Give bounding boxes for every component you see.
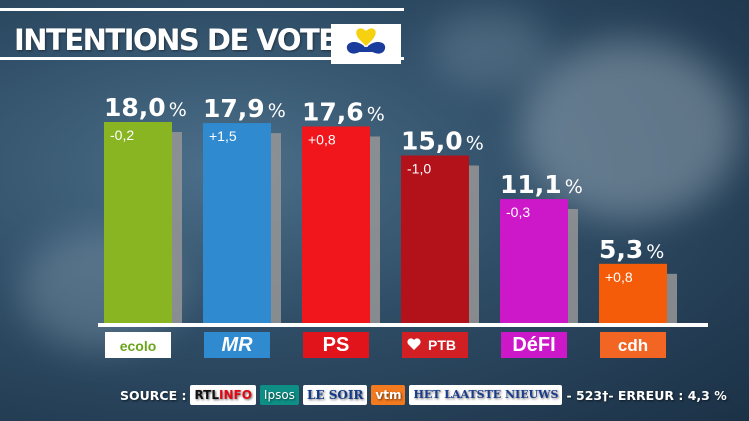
ecolo-logo: ecolo xyxy=(120,338,157,354)
heart-icon xyxy=(407,338,421,350)
value-number: 18,0 xyxy=(104,93,166,122)
source-label: SOURCE : xyxy=(120,387,187,403)
source-line: SOURCE : RTLINFO Ipsos LE SOIR vtm HET L… xyxy=(120,383,727,407)
change-label: +1,5 xyxy=(209,128,237,144)
value-unit: % xyxy=(367,103,385,125)
chart-title: INTENTIONS DE VOTE xyxy=(14,23,338,57)
change-label: -0,2 xyxy=(110,127,134,143)
defi-logo: DéFI xyxy=(512,334,555,356)
mr-logo-box xyxy=(204,332,270,358)
vtm-logo: vtm xyxy=(371,385,406,405)
value-label: 11,1% xyxy=(500,170,583,199)
rtl-info-text: INFO xyxy=(219,388,252,402)
value-number: 11,1 xyxy=(500,170,562,199)
bar-défi xyxy=(500,199,568,323)
le-soir-logo: LE SOIR xyxy=(302,385,368,405)
het-laatste-nieuws-logo: HET LAATSTE NIEUWS xyxy=(409,385,563,405)
sample-and-error: - 523†- ERREUR : 4,3 % xyxy=(566,387,727,403)
bar-ptb xyxy=(401,155,469,323)
ptb-logo: PTB xyxy=(428,337,456,353)
bar-ecolo xyxy=(104,122,172,323)
background-blob xyxy=(520,40,740,220)
title-bar: INTENTIONS DE VOTE xyxy=(0,8,404,64)
rtl-text: RTL xyxy=(194,388,220,402)
x-axis-line xyxy=(98,323,708,327)
ps-logo: PS xyxy=(323,334,350,356)
value-label: 18,0% xyxy=(104,93,187,122)
bar-mr xyxy=(203,123,271,323)
rtl-info-logo: RTLINFO xyxy=(190,385,256,405)
value-number: 17,9 xyxy=(203,94,265,123)
bar-cdh xyxy=(599,263,667,323)
defi-logo-box xyxy=(501,332,567,358)
change-label: -0,3 xyxy=(506,204,530,220)
value-unit: % xyxy=(646,241,664,263)
cdh-logo: cdh xyxy=(618,336,648,355)
value-number: 5,3 xyxy=(599,235,643,264)
value-number: 15,0 xyxy=(401,127,463,156)
value-unit: % xyxy=(169,99,187,121)
cdh-logo-box xyxy=(600,332,666,358)
brussels-iris-flag-icon xyxy=(331,24,401,64)
bar-ps xyxy=(302,126,370,323)
ipsos-logo: Ipsos xyxy=(259,385,299,405)
value-number: 17,6 xyxy=(302,97,364,126)
mr-logo: MR xyxy=(221,334,253,356)
background-blob xyxy=(430,10,550,90)
value-unit: % xyxy=(268,100,286,122)
change-label: -1,0 xyxy=(407,161,431,177)
value-label: 5,3% xyxy=(599,235,664,264)
value-unit: % xyxy=(466,133,484,155)
value-label: 17,6% xyxy=(302,97,385,126)
value-label: 15,0% xyxy=(401,127,484,156)
change-label: +0,8 xyxy=(605,269,633,285)
ecolo-logo-box xyxy=(105,332,171,358)
change-label: +0,8 xyxy=(308,131,336,147)
value-label: 17,9% xyxy=(203,94,286,123)
value-unit: % xyxy=(565,176,583,198)
ps-logo-box xyxy=(303,332,369,358)
